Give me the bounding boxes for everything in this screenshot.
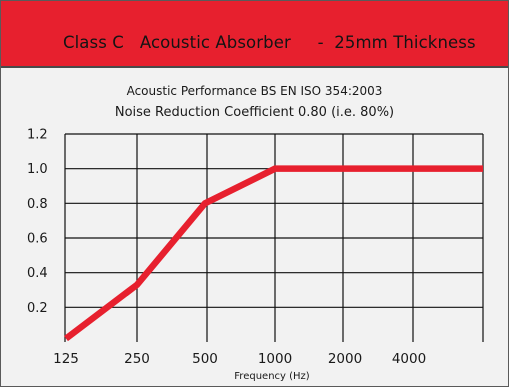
x-tick-label: 1000 [258,351,292,367]
y-tick-label: 0.4 [27,266,48,281]
chart-subtitle-standard: Acoustic Performance BS EN ISO 354:2003 [126,84,383,98]
y-tick-label: 0.2 [27,301,48,316]
y-tick-label: 0.8 [27,197,48,212]
x-tick-label: 250 [124,351,150,367]
y-tick-label: 1.0 [27,162,48,177]
chart-subtitle-nrc: Noise Reduction Coefficient 0.80 (i.e. 8… [114,105,395,120]
y-tick-label: 1.2 [27,128,48,143]
x-tick-label: 2000 [328,351,362,367]
y-tick-label: 0.6 [27,232,48,247]
chart-title: Class C Acoustic Absorber - 25mm Thickne… [63,33,476,52]
x-axis-label: Frequency (Hz) [234,371,310,382]
x-tick-label: 125 [53,351,79,367]
x-tick-label: 4000 [392,351,426,367]
header-banner: Class C Acoustic Absorber - 25mm Thickne… [1,1,508,68]
x-tick-label: 500 [192,351,218,367]
